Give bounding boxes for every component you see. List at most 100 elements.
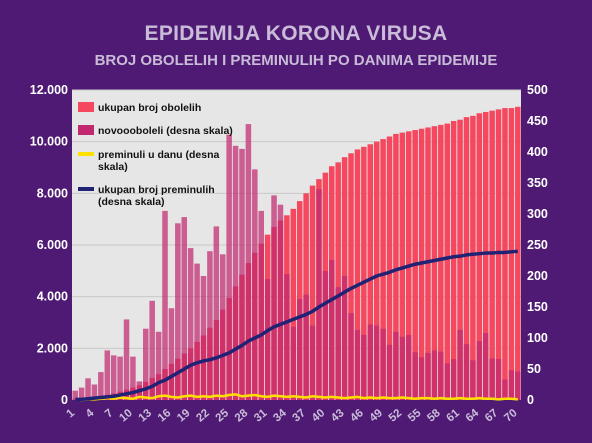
- bar-new-cases: [162, 210, 168, 400]
- bar-new-cases: [207, 251, 213, 400]
- bar-new-cases: [232, 145, 239, 400]
- bar-new-cases: [155, 331, 162, 400]
- bar-cumulative-cases: [450, 121, 457, 400]
- bar-new-cases: [425, 352, 431, 400]
- bar-new-cases: [438, 351, 444, 400]
- bar-new-cases: [502, 379, 508, 400]
- legend-label: novoooboleli (desna skala): [98, 125, 233, 137]
- bar-cumulative-cases: [438, 124, 444, 400]
- y-left-tick-label: 6.000: [37, 238, 68, 252]
- bar-new-cases: [149, 300, 155, 400]
- bar-new-cases: [187, 248, 194, 400]
- bar-new-cases: [110, 355, 117, 400]
- x-tick-label: 43: [329, 407, 347, 424]
- bar-cumulative-cases: [367, 144, 374, 400]
- line-daily-deaths: [75, 393, 518, 402]
- bar-new-cases: [104, 350, 111, 400]
- bar-new-cases: [393, 331, 399, 400]
- bar-cumulative-cases: [495, 109, 502, 400]
- bar-new-cases: [348, 313, 354, 400]
- x-tick-label: 46: [348, 407, 366, 424]
- bar-cumulative-cases: [444, 123, 450, 400]
- bar-new-cases: [258, 210, 264, 400]
- bar-new-cases: [277, 204, 284, 400]
- bar-new-cases: [386, 344, 393, 400]
- bar-new-cases: [405, 334, 412, 400]
- bar-cumulative-cases: [482, 111, 489, 400]
- y-right-tick-label: 50: [527, 362, 541, 376]
- bar-cumulative-cases: [457, 119, 463, 400]
- bar-new-cases: [85, 378, 91, 400]
- line-cumulative-deaths: [75, 249, 518, 402]
- y-right-tick-label: 400: [527, 145, 548, 159]
- bar-new-cases: [219, 254, 226, 400]
- x-tick-label: 31: [252, 407, 270, 425]
- bar-new-cases: [489, 358, 495, 400]
- bar-new-cases: [373, 325, 380, 400]
- bar-new-cases: [341, 276, 348, 400]
- bar-new-cases: [309, 325, 316, 400]
- bar-new-cases: [457, 329, 463, 400]
- bar-new-cases: [354, 329, 361, 400]
- x-tick-label: 67: [483, 407, 501, 424]
- bar-new-cases: [78, 387, 85, 400]
- bar-cumulative-cases: [361, 146, 367, 400]
- y-right-tick-label: 450: [527, 114, 548, 128]
- bar-cumulative-cases: [425, 127, 431, 400]
- bar-new-cases: [98, 372, 104, 400]
- y-left-tick-label: 0: [61, 393, 68, 407]
- bar-new-cases: [181, 217, 188, 400]
- bar-cumulative-cases: [386, 136, 393, 400]
- y-right-tick-label: 150: [527, 300, 548, 314]
- bar-new-cases: [284, 274, 290, 400]
- bar-new-cases: [495, 359, 502, 400]
- x-tick-label: 4: [84, 407, 97, 421]
- bar-new-cases: [200, 276, 207, 400]
- x-tick-label: 7: [103, 407, 116, 420]
- x-tick-label: 28: [233, 407, 251, 425]
- x-tick-label: 34: [271, 407, 289, 425]
- bar-cumulative-cases: [348, 153, 354, 400]
- bar-new-cases: [418, 357, 425, 400]
- bar-new-cases: [508, 370, 515, 400]
- y-right-tick-label: 100: [527, 331, 548, 345]
- bar-new-cases: [515, 371, 521, 400]
- bar-new-cases: [316, 189, 322, 400]
- bar-new-cases: [213, 226, 220, 400]
- bar-new-cases: [290, 326, 297, 400]
- bar-new-cases: [335, 287, 341, 400]
- x-tick-label: 22: [194, 407, 212, 424]
- bar-new-cases: [361, 334, 367, 400]
- bar-new-cases: [143, 328, 149, 400]
- bar-new-cases: [91, 384, 98, 400]
- x-tick-label: 70: [502, 407, 520, 424]
- x-tick-label: 37: [291, 407, 309, 424]
- death-lines: [75, 249, 518, 402]
- bar-cumulative-cases: [508, 108, 515, 400]
- bar-new-cases: [399, 336, 406, 400]
- bar-new-cases: [463, 344, 470, 400]
- bar-new-cases: [476, 341, 483, 400]
- legend-label: ukupan broj obolelih: [98, 102, 201, 114]
- bar-new-cases: [412, 352, 418, 400]
- y-right-tick-label: 0: [527, 393, 534, 407]
- bar-cumulative-cases: [290, 208, 297, 400]
- bar-cumulative-cases: [380, 139, 386, 401]
- bar-cumulative-cases: [393, 133, 399, 400]
- x-tick-label: 58: [425, 407, 443, 425]
- bar-new-cases: [168, 308, 175, 400]
- bar-cumulative-cases: [431, 126, 438, 401]
- x-tick-label: 40: [310, 407, 328, 424]
- legend-label: ukupan broj preminulih (desna skala): [98, 184, 215, 208]
- bar-new-cases: [322, 271, 329, 400]
- bar-cumulative-cases: [489, 110, 495, 401]
- bar-new-cases: [239, 148, 245, 400]
- x-tick-label: 13: [137, 407, 155, 424]
- bar-new-cases: [380, 328, 386, 400]
- x-tick-label: 55: [406, 407, 424, 425]
- bar-new-cases: [72, 390, 78, 400]
- bar-new-cases: [117, 356, 123, 400]
- bar-cumulative-cases: [470, 115, 476, 400]
- bar-cumulative-cases: [373, 141, 380, 400]
- x-tick-label: 52: [387, 407, 405, 424]
